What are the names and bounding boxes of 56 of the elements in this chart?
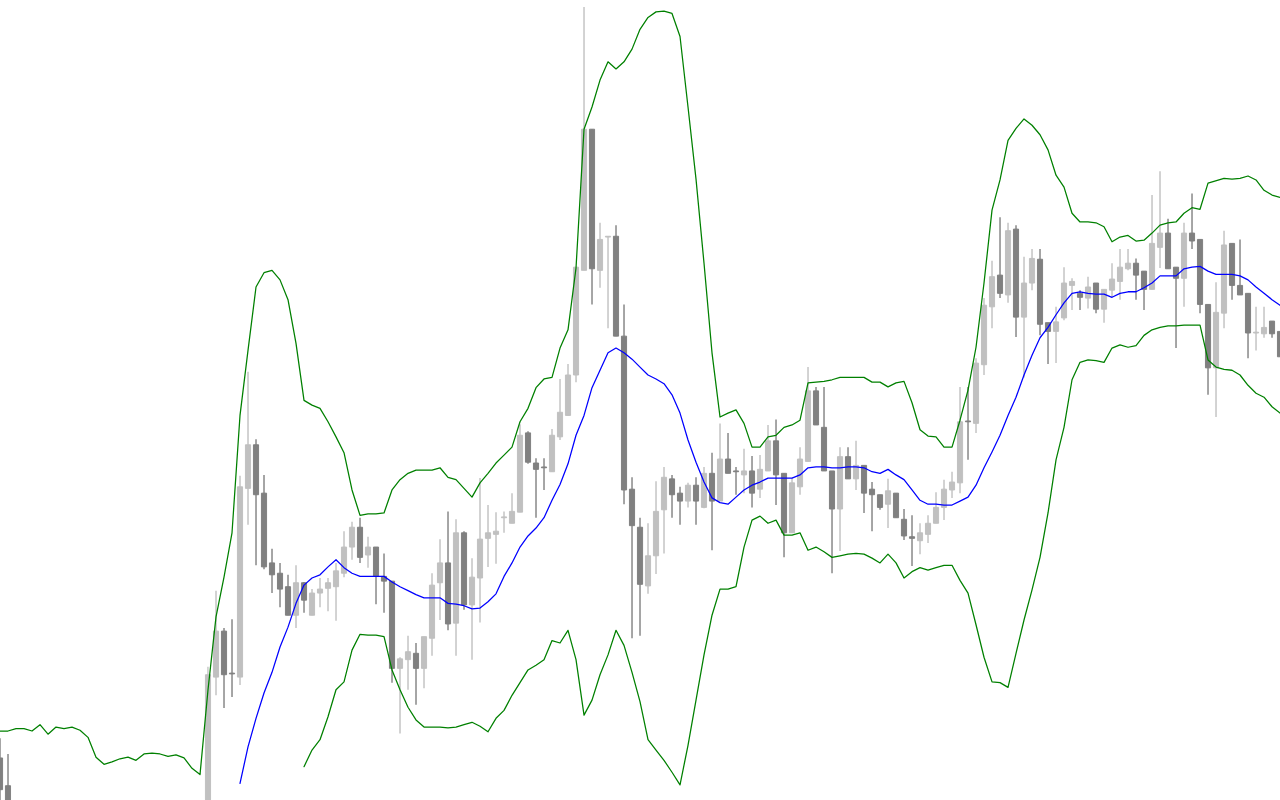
candlestick	[852, 440, 860, 491]
candlestick	[724, 432, 732, 475]
candlestick	[396, 656, 404, 735]
candlestick	[668, 474, 676, 519]
candlestick	[348, 520, 356, 561]
candlestick	[1108, 262, 1116, 299]
candlestick	[692, 476, 700, 526]
candlestick	[1236, 238, 1244, 296]
candlestick	[884, 478, 892, 529]
candlestick	[412, 642, 420, 706]
candlestick	[932, 491, 940, 524]
candlestick	[1140, 270, 1148, 311]
candlestick	[1100, 288, 1108, 324]
candlestick	[604, 235, 612, 329]
candlestick	[500, 510, 508, 534]
candlestick	[676, 486, 684, 526]
candlestick	[1076, 289, 1084, 311]
candlestick	[948, 471, 956, 499]
candlestick	[228, 618, 236, 698]
candlestick	[1156, 170, 1164, 269]
candlestick	[1132, 257, 1140, 301]
candlestick	[492, 511, 500, 565]
candlestick	[1260, 306, 1268, 339]
candlestick	[1068, 277, 1076, 311]
candlestick	[436, 538, 444, 621]
candlestick	[900, 508, 908, 541]
candlestick	[924, 514, 932, 544]
candlestick	[532, 457, 540, 519]
candlestick	[364, 536, 372, 569]
candlestick	[1116, 248, 1124, 301]
candlestick	[868, 481, 876, 532]
candlestick	[268, 547, 276, 594]
candlestick	[540, 457, 548, 491]
candlestick	[1188, 192, 1196, 250]
candlestick	[484, 504, 492, 568]
candlestick	[316, 577, 324, 609]
candlestick	[996, 216, 1004, 299]
candlestick	[508, 492, 516, 524]
candlestick	[1124, 248, 1132, 272]
candlestick	[684, 482, 692, 509]
candlestick	[324, 577, 332, 612]
candlestick	[916, 522, 924, 555]
candlestick	[1252, 306, 1260, 352]
candlestick	[844, 446, 852, 480]
candlestick	[1052, 306, 1060, 364]
candlestick	[964, 386, 972, 461]
candlestick	[276, 562, 284, 609]
candlestick	[332, 562, 340, 622]
candlestick	[748, 455, 756, 509]
candlestick	[908, 514, 916, 567]
candlestick	[740, 448, 748, 494]
candlestick	[732, 466, 740, 496]
candlestick	[4, 753, 12, 800]
candlestick	[308, 588, 316, 616]
candlestick	[404, 635, 412, 691]
candlestick	[756, 454, 764, 499]
